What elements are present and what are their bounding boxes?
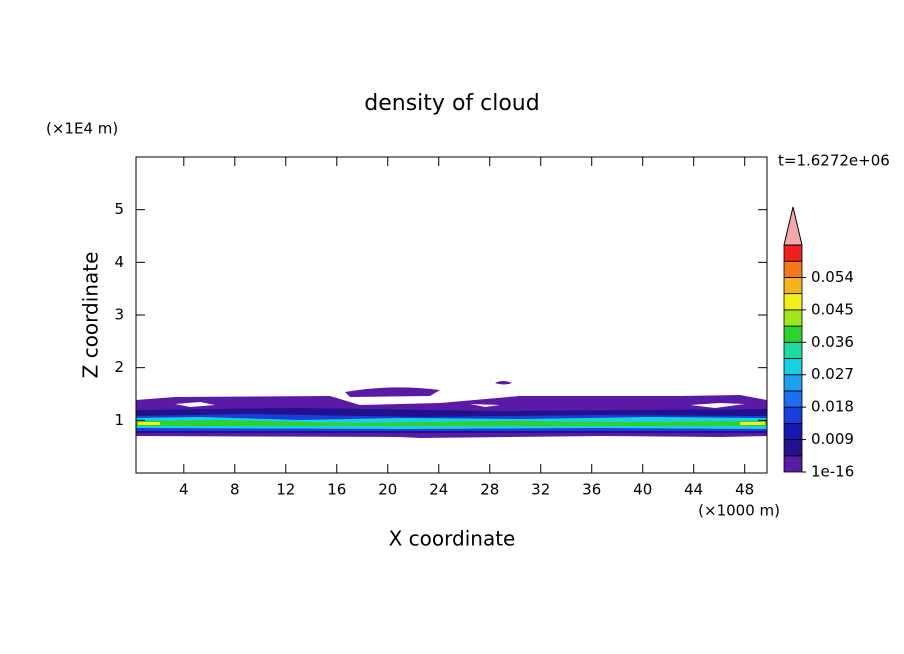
colorbar-band — [783, 309, 803, 327]
y-tick-label: 5 — [114, 200, 124, 218]
cloud-field — [136, 381, 767, 438]
x-tick-label: 28 — [480, 481, 499, 499]
colorbar-band — [783, 374, 803, 392]
colorbar-band — [783, 422, 803, 440]
colorbar-label: 0.018 — [811, 398, 854, 416]
colorbar-band — [783, 293, 803, 311]
y-unit: (×1E4 m) — [46, 120, 118, 138]
x-axis-label: X coordinate — [389, 527, 516, 551]
colorbar-label: 0.009 — [811, 430, 854, 448]
colorbar-band — [783, 260, 803, 278]
colorbar-label: 0.027 — [811, 365, 854, 383]
colorbar-band — [783, 325, 803, 343]
colorbar-label: 0.045 — [811, 300, 854, 318]
colorbar-band — [783, 406, 803, 424]
x-tick-label: 16 — [327, 481, 346, 499]
cloud-region — [136, 420, 767, 426]
cloud-region — [345, 387, 440, 397]
y-axis-label: Z coordinate — [79, 252, 103, 379]
colorbar-band — [783, 358, 803, 376]
colorbar-label: 1e-16 — [811, 463, 854, 481]
x-tick-label: 4 — [179, 481, 189, 499]
x-tick-label: 48 — [735, 481, 754, 499]
x-unit: (×1000 m) — [698, 502, 780, 520]
colorbar-label: 0.054 — [811, 268, 854, 286]
x-tick-label: 36 — [582, 481, 601, 499]
x-tick-label: 20 — [378, 481, 397, 499]
colorbar-label: 0.036 — [811, 333, 854, 351]
x-tick-label: 32 — [531, 481, 550, 499]
x-tick-label: 24 — [429, 481, 448, 499]
x-tick-label: 44 — [684, 481, 703, 499]
colorbar-band — [783, 341, 803, 359]
y-tick-label: 4 — [114, 253, 124, 271]
cloud-region — [495, 381, 512, 385]
time-label: t=1.6272e+06 — [778, 152, 890, 170]
colorbar-band — [783, 277, 803, 295]
x-tick-label: 8 — [230, 481, 240, 499]
colorbar-band — [783, 455, 803, 473]
y-tick-label: 2 — [114, 358, 124, 376]
y-tick-label: 3 — [114, 306, 124, 324]
x-tick-label: 40 — [633, 481, 652, 499]
colorbar-band — [783, 390, 803, 408]
y-tick-label: 1 — [114, 411, 124, 429]
colorbar-band — [783, 439, 803, 457]
colorbar-extend — [783, 206, 803, 246]
x-tick-label: 12 — [276, 481, 295, 499]
chart-title: density of cloud — [364, 91, 539, 116]
colorbar-band — [783, 244, 803, 262]
